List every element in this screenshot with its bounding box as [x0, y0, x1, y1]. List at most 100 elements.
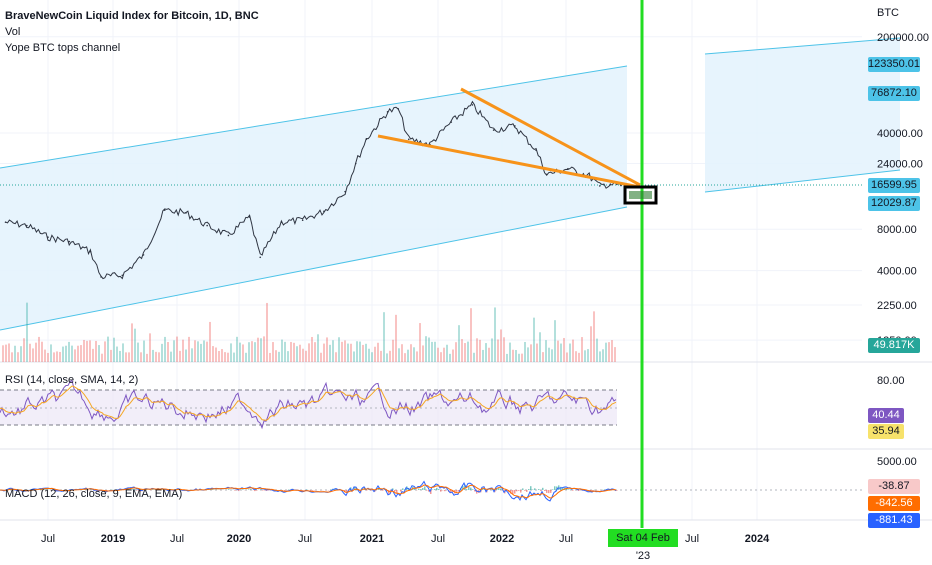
volume-bar	[254, 342, 256, 362]
price-point-2018-07	[47, 236, 49, 238]
volume-bar	[26, 303, 28, 362]
rsi-tick-label: 80.00	[877, 375, 905, 387]
volume-bar	[599, 351, 601, 362]
volume-bar	[320, 353, 322, 362]
volume-bar	[536, 344, 538, 362]
time-axis-label: Jul	[685, 533, 699, 545]
macd-tick-label: 5000.00	[877, 456, 917, 468]
volume-bar	[188, 337, 190, 362]
volume-bar	[374, 347, 376, 362]
price-point-2022-06	[546, 174, 548, 176]
volume-bar	[302, 349, 304, 362]
volume-bar	[74, 349, 76, 362]
price-point-2018-09	[68, 241, 70, 243]
macd-histogram-bar	[552, 489, 554, 490]
volume-bar	[365, 344, 367, 362]
channel-mid-tag: 76872.10	[868, 86, 920, 101]
volume-bar	[275, 350, 277, 362]
price-point-2020-12	[355, 163, 357, 165]
volume-bar	[464, 343, 466, 362]
volume-bar	[146, 354, 148, 362]
macd-legend[interactable]: MACD (12, 26, close, 9, EMA, EMA)	[5, 486, 182, 502]
volume-bar	[155, 352, 157, 362]
volume-bar	[509, 343, 511, 362]
volume-bar	[80, 345, 82, 362]
volume-bar	[245, 353, 247, 362]
price-point-2021-11	[472, 104, 474, 106]
volume-bar	[71, 346, 73, 362]
volume-bar	[50, 344, 52, 362]
volume-bar	[611, 340, 613, 362]
volume-bar	[83, 340, 85, 362]
macd-histogram-bar	[470, 488, 472, 490]
volume-bar	[23, 338, 25, 362]
volume-bar	[389, 351, 391, 362]
macd-histogram-bar	[526, 490, 528, 492]
volume-bar	[338, 337, 340, 362]
channel-legend[interactable]: Yope BTC tops channel	[5, 40, 120, 56]
volume-bar	[128, 352, 130, 362]
volume-bar	[107, 337, 109, 362]
macd-histogram-bar	[424, 486, 426, 490]
volume-bar	[590, 326, 592, 362]
vol-legend[interactable]: Vol	[5, 24, 20, 40]
volume-bar	[410, 344, 412, 362]
price-point-2019-02	[121, 274, 123, 276]
volume-bar	[578, 353, 580, 362]
volume-bar	[152, 350, 154, 362]
volume-bar	[332, 340, 334, 362]
volume-bar	[605, 343, 607, 362]
volume-bar	[167, 342, 169, 362]
volume-bar	[20, 346, 22, 362]
volume-bar	[515, 350, 517, 362]
macd-histogram-bar	[260, 489, 262, 490]
volume-bar	[218, 351, 220, 362]
volume-bar	[68, 342, 70, 362]
volume-bar	[557, 341, 559, 362]
volume-bar	[428, 338, 430, 362]
volume-bar	[449, 354, 451, 362]
volume-bar	[236, 337, 238, 362]
volume-bar	[290, 342, 292, 362]
volume-bar	[551, 349, 553, 362]
chart-title[interactable]: BraveNewCoin Liquid Index for Bitcoin, 1…	[5, 8, 259, 24]
price-point-2019-10	[206, 225, 208, 227]
volume-bar	[350, 344, 352, 362]
volume-bar	[554, 320, 556, 362]
volume-bar	[29, 344, 31, 362]
macd-histogram-bar	[436, 488, 438, 490]
macd-histogram-bar	[402, 488, 404, 490]
volume-bar	[41, 342, 43, 362]
channel-top-tag: 123350.01	[868, 57, 920, 72]
macd-histogram-bar	[466, 489, 468, 490]
price-tick-label: 2250.00	[877, 300, 917, 312]
volume-bar	[140, 352, 142, 362]
volume-bar	[86, 341, 88, 362]
volume-bar	[347, 344, 349, 362]
volume-bar	[161, 344, 163, 362]
volume-bar	[326, 337, 328, 362]
volume-bar	[596, 339, 598, 362]
price-point-2022-11	[599, 185, 601, 187]
price-point-2020-03	[259, 256, 261, 258]
volume-bar	[98, 345, 100, 362]
macd-histogram-bar	[434, 489, 436, 490]
rsi-legend[interactable]: RSI (14, close, SMA, 14, 2)	[5, 372, 138, 388]
volume-bar	[602, 349, 604, 362]
volume-bar	[530, 344, 532, 362]
price-point-2023-01	[620, 185, 622, 187]
volume-bar	[299, 345, 301, 362]
macd-histogram-bar	[572, 490, 574, 491]
volume-bar	[224, 352, 226, 362]
volume-bar	[227, 353, 229, 362]
volume-bar	[11, 352, 13, 362]
macd-histogram-bar	[256, 490, 258, 491]
currency-label: BTC	[877, 7, 899, 19]
price-tick-label: 200000.00	[877, 32, 929, 44]
volume-bar	[329, 345, 331, 362]
volume-bar	[359, 342, 361, 362]
volume-bar	[434, 342, 436, 362]
volume-bar	[377, 343, 379, 362]
macd-histogram-bar	[444, 490, 446, 491]
macd-histogram-bar	[516, 490, 518, 491]
